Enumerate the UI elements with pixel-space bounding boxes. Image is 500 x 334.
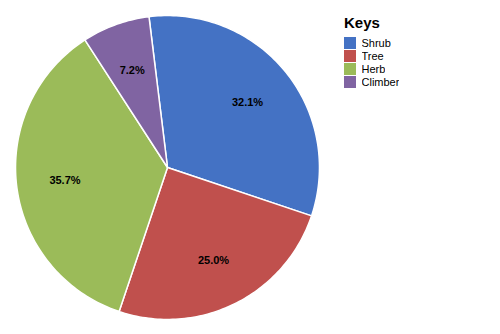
svg-text:35.7%: 35.7% xyxy=(49,174,80,186)
html-text:Shrub: Shrub xyxy=(361,37,391,49)
svg-text:7.2%: 7.2% xyxy=(120,64,145,76)
svg-text:25.0%: 25.0% xyxy=(198,254,229,266)
html-text:Tree: Tree xyxy=(361,50,384,62)
html-text:Herb: Herb xyxy=(361,63,386,75)
html-text:Keys: Keys xyxy=(344,14,380,31)
svg-text:32.1%: 32.1% xyxy=(232,96,263,108)
html-text:Climber: Climber xyxy=(361,76,400,88)
